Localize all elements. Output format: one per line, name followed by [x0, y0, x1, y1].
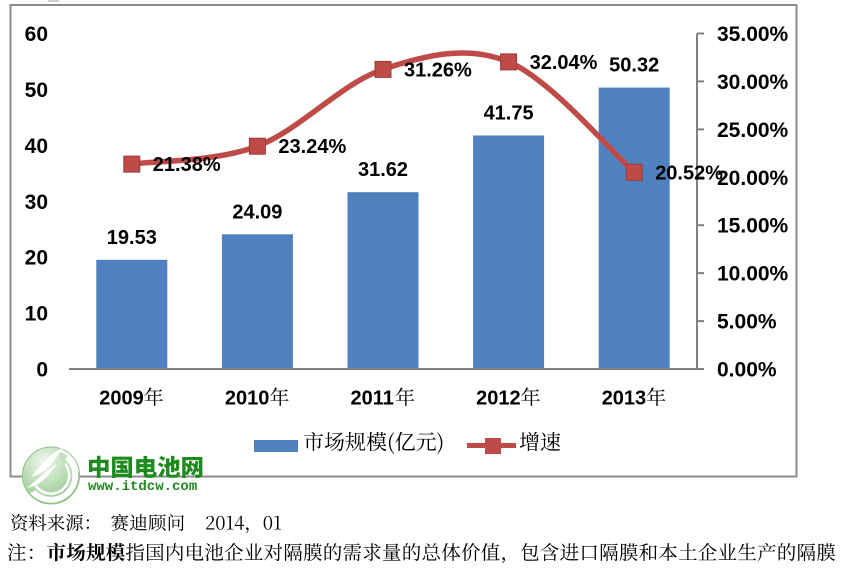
svg-text:2010: 2010 — [225, 388, 270, 410]
svg-text:40: 40 — [25, 135, 48, 158]
svg-text:10: 10 — [25, 303, 48, 326]
svg-text:5.00%: 5.00% — [717, 311, 777, 334]
svg-text:31.62: 31.62 — [358, 159, 408, 181]
svg-text:41.75: 41.75 — [484, 103, 534, 125]
svg-text:31.26%: 31.26% — [404, 59, 472, 81]
svg-text:32.04%: 32.04% — [530, 52, 598, 74]
svg-text:19.53: 19.53 — [107, 227, 157, 249]
svg-text:30.00%: 30.00% — [717, 71, 789, 94]
svg-text:www.itdcw.com: www.itdcw.com — [88, 479, 197, 495]
svg-text:20: 20 — [25, 247, 48, 270]
svg-text:35.00%: 35.00% — [717, 23, 789, 46]
svg-text:50.32: 50.32 — [609, 55, 659, 77]
svg-text:21.38%: 21.38% — [153, 154, 221, 176]
svg-text:2009: 2009 — [99, 388, 144, 410]
svg-text:25.00%: 25.00% — [717, 119, 789, 142]
svg-text:50: 50 — [25, 79, 48, 102]
svg-text:20.00%: 20.00% — [717, 167, 789, 190]
svg-text:60: 60 — [25, 23, 48, 46]
svg-text:2013: 2013 — [602, 388, 647, 410]
svg-text:20.52%: 20.52% — [655, 162, 723, 184]
svg-text:23.24%: 23.24% — [278, 136, 346, 158]
svg-text:0: 0 — [36, 359, 48, 382]
svg-text:0.00%: 0.00% — [717, 359, 777, 382]
svg-text:15.00%: 15.00% — [717, 215, 789, 238]
svg-text:10.00%: 10.00% — [717, 263, 789, 286]
svg-text:2012: 2012 — [476, 388, 520, 410]
svg-text:2011: 2011 — [351, 388, 394, 410]
svg-text:30: 30 — [25, 191, 48, 214]
svg-text:24.09: 24.09 — [232, 201, 282, 223]
